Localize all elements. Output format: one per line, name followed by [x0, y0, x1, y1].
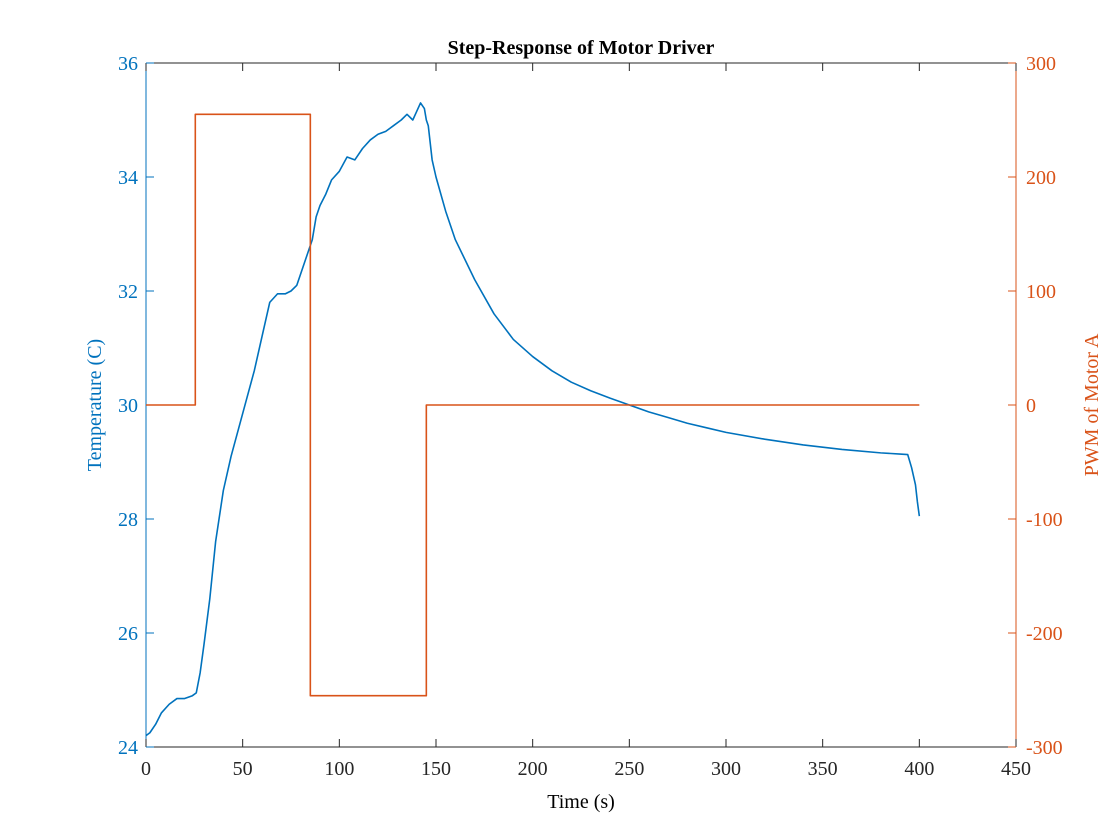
left-y-axis-label: Temperature (C)	[84, 339, 106, 471]
x-tick-label: 450	[1001, 758, 1031, 780]
x-tick-label: 350	[808, 758, 838, 780]
x-tick-label: 250	[614, 758, 644, 780]
x-tick-label: 100	[324, 758, 354, 780]
left-y-tick-label: 30	[118, 395, 138, 417]
axes: 0 50 100 150 200 250 300 350 400 450 24 26 28 30 32 34 3…	[118, 53, 1063, 780]
right-y-tick-label: 200	[1026, 167, 1056, 189]
x-tick-label: 300	[711, 758, 741, 780]
series-layer	[145, 102, 921, 737]
left-y-tick-label: 34	[118, 167, 138, 189]
right-y-tick-label: 300	[1026, 53, 1056, 75]
left-y-tick-label: 32	[118, 281, 138, 303]
chart-title: Step-Response of Motor Driver	[448, 37, 715, 59]
right-y-tick-label: 100	[1026, 281, 1056, 303]
right-y-tick-label: -200	[1026, 623, 1063, 645]
x-tick-label: 200	[518, 758, 548, 780]
right-y-tick-label: -300	[1026, 737, 1063, 759]
x-axis-label: Time (s)	[547, 791, 615, 813]
x-tick-label: 50	[233, 758, 253, 780]
pwm-series-line	[146, 113, 920, 697]
x-tick-label: 0	[141, 758, 151, 780]
right-y-tick-label: -100	[1026, 509, 1063, 531]
left-y-tick-label: 28	[118, 509, 138, 531]
right-y-tick-label: 0	[1026, 395, 1036, 417]
x-tick-label: 400	[904, 758, 934, 780]
x-tick-label: 150	[421, 758, 451, 780]
left-y-tick-label: 24	[118, 737, 138, 759]
right-y-axis-label: PWM of Motor A	[1081, 333, 1103, 476]
temperature-series-line	[145, 102, 921, 737]
left-y-tick-label: 36	[118, 53, 138, 75]
left-y-tick-label: 26	[118, 623, 138, 645]
